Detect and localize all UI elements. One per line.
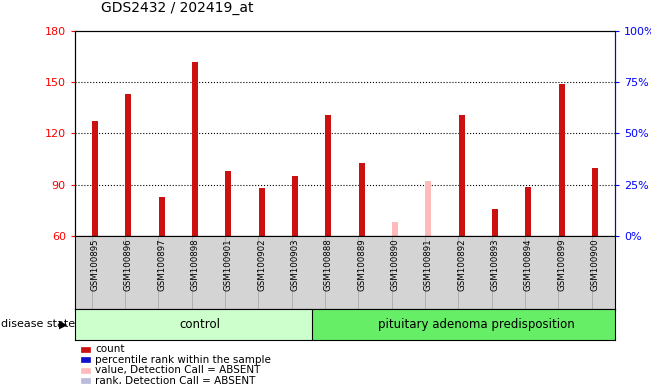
Bar xyxy=(592,168,598,236)
Bar xyxy=(492,209,498,236)
Bar xyxy=(225,171,231,236)
Bar xyxy=(359,162,365,236)
Text: rank, Detection Call = ABSENT: rank, Detection Call = ABSENT xyxy=(95,376,255,384)
Bar xyxy=(559,84,565,236)
Text: pituitary adenoma predisposition: pituitary adenoma predisposition xyxy=(378,318,575,331)
Text: GSM100893: GSM100893 xyxy=(491,238,499,291)
Bar xyxy=(392,222,398,236)
Bar xyxy=(425,181,432,236)
Bar xyxy=(258,188,265,236)
Text: GSM100903: GSM100903 xyxy=(290,238,299,291)
Text: GSM100888: GSM100888 xyxy=(324,238,333,291)
Bar xyxy=(159,197,165,236)
Bar xyxy=(92,121,98,236)
Bar xyxy=(459,114,465,236)
Text: GSM100901: GSM100901 xyxy=(224,238,233,291)
Text: GSM100900: GSM100900 xyxy=(590,238,600,291)
Text: GSM100897: GSM100897 xyxy=(157,238,166,291)
Bar xyxy=(326,114,331,236)
Text: GSM100895: GSM100895 xyxy=(90,238,100,291)
Bar xyxy=(125,94,132,236)
Text: GSM100891: GSM100891 xyxy=(424,238,433,291)
Text: GSM100889: GSM100889 xyxy=(357,238,367,291)
Bar xyxy=(292,176,298,236)
Text: disease state: disease state xyxy=(1,319,76,329)
Text: GSM100890: GSM100890 xyxy=(391,238,400,291)
Text: GSM100898: GSM100898 xyxy=(191,238,199,291)
Text: GSM100899: GSM100899 xyxy=(557,238,566,291)
Text: GSM100892: GSM100892 xyxy=(457,238,466,291)
Text: ▶: ▶ xyxy=(59,319,67,329)
Text: GSM100894: GSM100894 xyxy=(524,238,533,291)
Text: percentile rank within the sample: percentile rank within the sample xyxy=(95,355,271,365)
Text: GSM100896: GSM100896 xyxy=(124,238,133,291)
Text: control: control xyxy=(180,318,221,331)
Text: GSM100902: GSM100902 xyxy=(257,238,266,291)
Bar xyxy=(192,61,198,236)
Bar xyxy=(525,187,531,236)
Text: value, Detection Call = ABSENT: value, Detection Call = ABSENT xyxy=(95,365,260,375)
Text: count: count xyxy=(95,344,124,354)
Text: GDS2432 / 202419_at: GDS2432 / 202419_at xyxy=(101,2,253,15)
